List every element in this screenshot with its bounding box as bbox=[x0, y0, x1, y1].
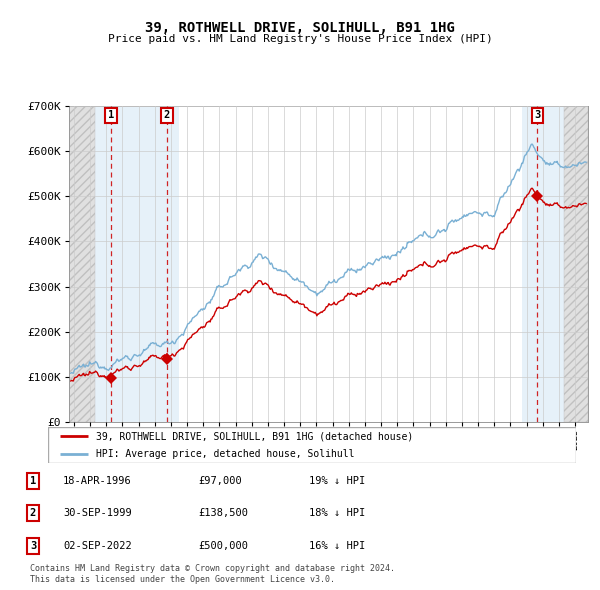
Text: 39, ROTHWELL DRIVE, SOLIHULL, B91 1HG: 39, ROTHWELL DRIVE, SOLIHULL, B91 1HG bbox=[145, 21, 455, 35]
Text: 3: 3 bbox=[30, 541, 36, 550]
Bar bbox=[564, 106, 588, 422]
Text: £97,000: £97,000 bbox=[198, 476, 242, 486]
Text: 30-SEP-1999: 30-SEP-1999 bbox=[63, 509, 132, 518]
Bar bbox=[564, 106, 588, 422]
Text: HPI: Average price, detached house, Solihull: HPI: Average price, detached house, Soli… bbox=[95, 449, 354, 459]
Text: 2: 2 bbox=[30, 509, 36, 518]
Text: Contains HM Land Registry data © Crown copyright and database right 2024.: Contains HM Land Registry data © Crown c… bbox=[30, 565, 395, 573]
Text: £138,500: £138,500 bbox=[198, 509, 248, 518]
Text: 19% ↓ HPI: 19% ↓ HPI bbox=[309, 476, 365, 486]
Text: 16% ↓ HPI: 16% ↓ HPI bbox=[309, 541, 365, 550]
Bar bbox=[69, 106, 95, 422]
Text: 39, ROTHWELL DRIVE, SOLIHULL, B91 1HG (detached house): 39, ROTHWELL DRIVE, SOLIHULL, B91 1HG (d… bbox=[95, 431, 413, 441]
Bar bbox=[69, 106, 95, 422]
Text: 3: 3 bbox=[534, 110, 541, 120]
Text: 1: 1 bbox=[30, 476, 36, 486]
Text: This data is licensed under the Open Government Licence v3.0.: This data is licensed under the Open Gov… bbox=[30, 575, 335, 584]
Text: 2: 2 bbox=[164, 110, 170, 120]
Bar bbox=[95, 106, 179, 422]
Text: 1: 1 bbox=[108, 110, 114, 120]
Text: 18% ↓ HPI: 18% ↓ HPI bbox=[309, 509, 365, 518]
Text: 02-SEP-2022: 02-SEP-2022 bbox=[63, 541, 132, 550]
Bar bbox=[522, 106, 564, 422]
Text: 18-APR-1996: 18-APR-1996 bbox=[63, 476, 132, 486]
FancyBboxPatch shape bbox=[48, 427, 576, 463]
Text: Price paid vs. HM Land Registry's House Price Index (HPI): Price paid vs. HM Land Registry's House … bbox=[107, 34, 493, 44]
Text: £500,000: £500,000 bbox=[198, 541, 248, 550]
